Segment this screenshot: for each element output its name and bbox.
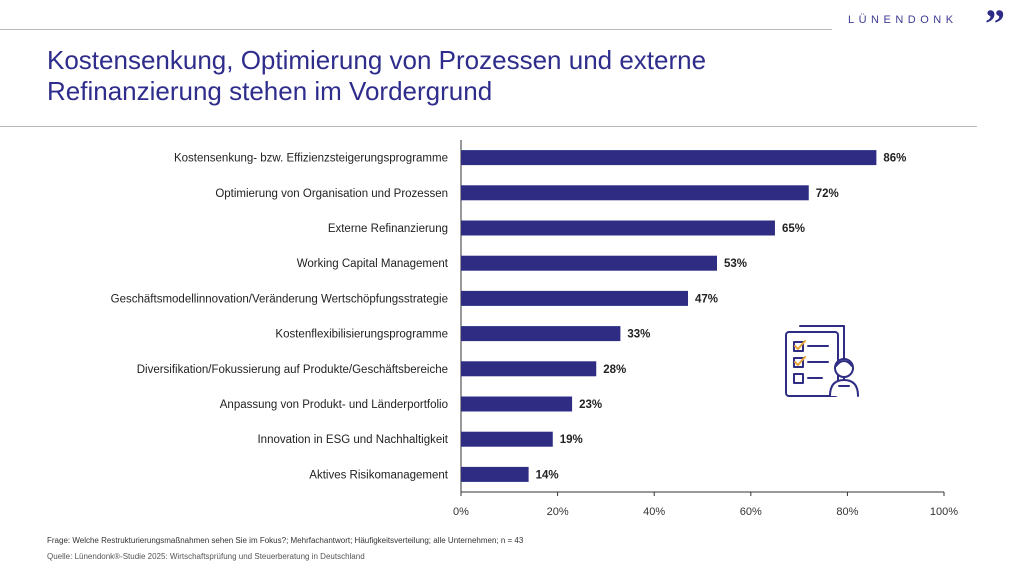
value-label-2: 72% [816,188,839,200]
bar-5 [461,290,689,306]
source-note: Quelle: Lünendonk®-Studie 2025: Wirtscha… [47,552,365,561]
bar-8 [461,396,573,412]
slide-title: Kostensenkung, Optimierung von Prozessen… [47,45,707,106]
x-tick-label-100: 100% [930,506,958,518]
category-label-10: Aktives Risikomanagement [309,469,449,481]
brand-quote-mark: ” [985,1,1005,46]
value-label-4: 53% [724,258,747,270]
category-label-1: Kostensenkung- bzw. Effizienzsteigerungs… [174,153,448,165]
bar-10 [461,466,529,482]
category-label-5: Geschäftsmodellinnovation/Veränderung We… [111,293,448,305]
bar-7 [461,361,597,377]
title-rule [0,126,977,127]
value-label-6: 33% [627,329,650,341]
x-tick-label-0: 0% [453,506,469,518]
category-label-6: Kostenflexibilisierungsprogramme [275,329,448,341]
checklist-person-icon [785,325,859,397]
bar-3 [461,220,775,236]
category-label-3: Externe Refinanzierung [328,223,448,235]
bar-9 [461,431,553,447]
x-tick-label-80: 80% [836,506,858,518]
category-label-7: Diversifikation/Fokussierung auf Produkt… [137,364,448,376]
value-label-1: 86% [883,153,906,165]
bars-layer: Kostensenkung- bzw. Effizienzsteigerungs… [111,140,958,518]
bar-2 [461,185,809,201]
footnote: Frage: Welche Restrukturierungsmaßnahmen… [47,536,524,545]
value-label-5: 47% [695,293,718,305]
bar-6 [461,326,621,342]
value-label-8: 23% [579,399,602,411]
header-rule [0,29,832,30]
category-label-4: Working Capital Management [297,258,449,270]
category-label-8: Anpassung von Produkt- und Länderportfol… [220,399,448,411]
x-tick-label-60: 60% [740,506,762,518]
value-label-9: 19% [560,434,583,446]
value-label-3: 65% [782,223,805,235]
value-label-10: 14% [536,469,559,481]
value-label-7: 28% [603,364,626,376]
category-label-2: Optimierung von Organisation und Prozess… [215,188,448,200]
x-tick-label-20: 20% [547,506,569,518]
category-label-9: Innovation in ESG und Nachhaltigkeit [257,434,448,446]
bar-4 [461,255,717,271]
bar-1 [461,150,877,166]
x-tick-label-40: 40% [643,506,665,518]
brand-logo-text: LÜNENDONK [848,14,958,26]
